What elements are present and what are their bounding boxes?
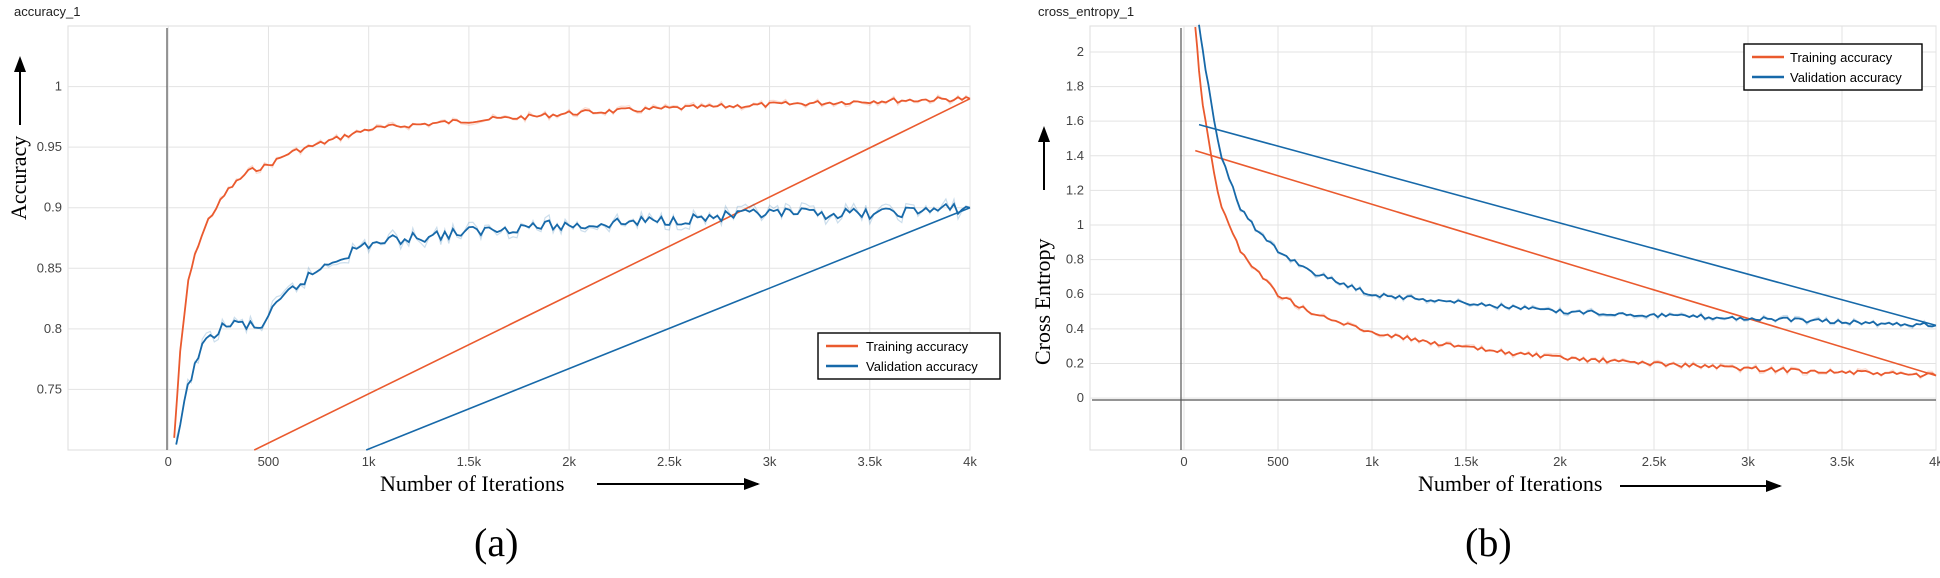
x-axis-arrow [1620,480,1782,492]
x-tick-label: 2k [1553,454,1567,469]
x-tick-label: 3.5k [1830,454,1855,469]
series-raw-training [173,94,971,438]
series-wrap-segment [365,206,971,451]
y-axis-arrow [1038,126,1050,190]
series-wrap-segment [1195,149,1937,377]
legend-label-validation: Validation accuracy [1790,70,1902,85]
y-tick-label: 0.95 [37,139,62,154]
x-axis-label: Number of Iterations [380,471,565,496]
y-tick-labels: 0.75 0.8 0.85 0.9 0.95 1 [37,79,62,397]
x-tick-label: 1.5k [457,454,482,469]
y-tick-label: 1.2 [1066,182,1084,197]
grid [68,26,971,450]
series-line-training [1194,26,1937,378]
y-tick-label: 1.8 [1066,79,1084,94]
x-tick-labels: 0 500 1k 1.5k 2k 2.5k 3k 3.5k 4k [1180,454,1940,469]
chart-title: accuracy_1 [14,4,80,19]
plot-frame [67,25,971,451]
y-axis-label: Accuracy [6,136,31,220]
y-tick-label: 0.9 [44,200,62,215]
accuracy-panel: accuracy_1 0 500 1k 1.5k 2k 2.5k 3k 3.5k 4k 0.75… [6,4,1001,565]
x-tick-label: 0 [165,454,172,469]
x-tick-label: 1.5k [1454,454,1479,469]
x-tick-label: 500 [258,454,280,469]
plot-frame [1089,25,1937,451]
series-lines [1194,23,1937,380]
series-wrap-segment [253,97,971,451]
x-axis-arrow [597,478,760,490]
x-tick-label: 500 [1267,454,1289,469]
legend: Training accuracy Validation accuracy [817,332,1001,380]
cross-entropy-panel: cross_entropy_1 0 500 1k 1.5k 2k 2.5k 3k 3.5k 4k… [1030,4,1940,565]
series-wrap-segment [1198,123,1937,327]
x-tick-label: 2.5k [1642,454,1667,469]
y-tick-label: 0.2 [1066,355,1084,370]
x-tick-label: 3k [1741,454,1755,469]
x-tick-labels: 0 500 1k 1.5k 2k 2.5k 3k 3.5k 4k [165,454,978,469]
y-tick-label: 0.8 [44,321,62,336]
y-tick-label: 0.4 [1066,321,1084,336]
y-tick-label: 1.6 [1066,113,1084,128]
y-tick-label: 0.75 [37,381,62,396]
legend-label-training: Training accuracy [866,339,969,354]
x-tick-label: 3.5k [857,454,882,469]
panel-caption: (a) [474,520,518,565]
y-tick-label: 0.85 [37,260,62,275]
legend-label-training: Training accuracy [1790,50,1893,65]
y-tick-label: 1 [1077,217,1084,232]
y-tick-label: 1.4 [1066,148,1084,163]
y-axis-label: Cross Entropy [1030,239,1055,366]
panel-caption: (b) [1465,520,1512,565]
legend-box [817,332,1001,380]
x-tick-label: 4k [1929,454,1940,469]
grid [1090,26,1937,450]
x-tick-label: 2.5k [657,454,682,469]
series-line-validation [1198,24,1937,328]
x-tick-label: 1k [1365,454,1379,469]
y-tick-label: 0 [1077,390,1084,405]
x-tick-label: 4k [963,454,977,469]
x-tick-label: 0 [1180,454,1187,469]
y-tick-label: 0.6 [1066,286,1084,301]
x-tick-label: 2k [562,454,576,469]
series-line-validation [175,202,971,445]
y-axis-arrow [14,56,26,125]
y-tick-label: 1 [55,79,62,94]
x-tick-label: 1k [362,454,376,469]
series-line-training [173,96,971,438]
legend-label-validation: Validation accuracy [866,359,978,374]
series-lines [173,94,971,451]
y-tick-label: 0.8 [1066,252,1084,267]
x-tick-label: 3k [763,454,777,469]
y-tick-labels: 0 0.2 0.4 0.6 0.8 1 1.2 1.4 1.6 1.8 2 [1066,44,1084,405]
chart-title: cross_entropy_1 [1038,4,1134,19]
legend-box [1743,43,1923,91]
legend: Training accuracy Validation accuracy [1743,43,1923,91]
x-axis-label: Number of Iterations [1418,471,1603,496]
y-tick-label: 2 [1077,44,1084,59]
